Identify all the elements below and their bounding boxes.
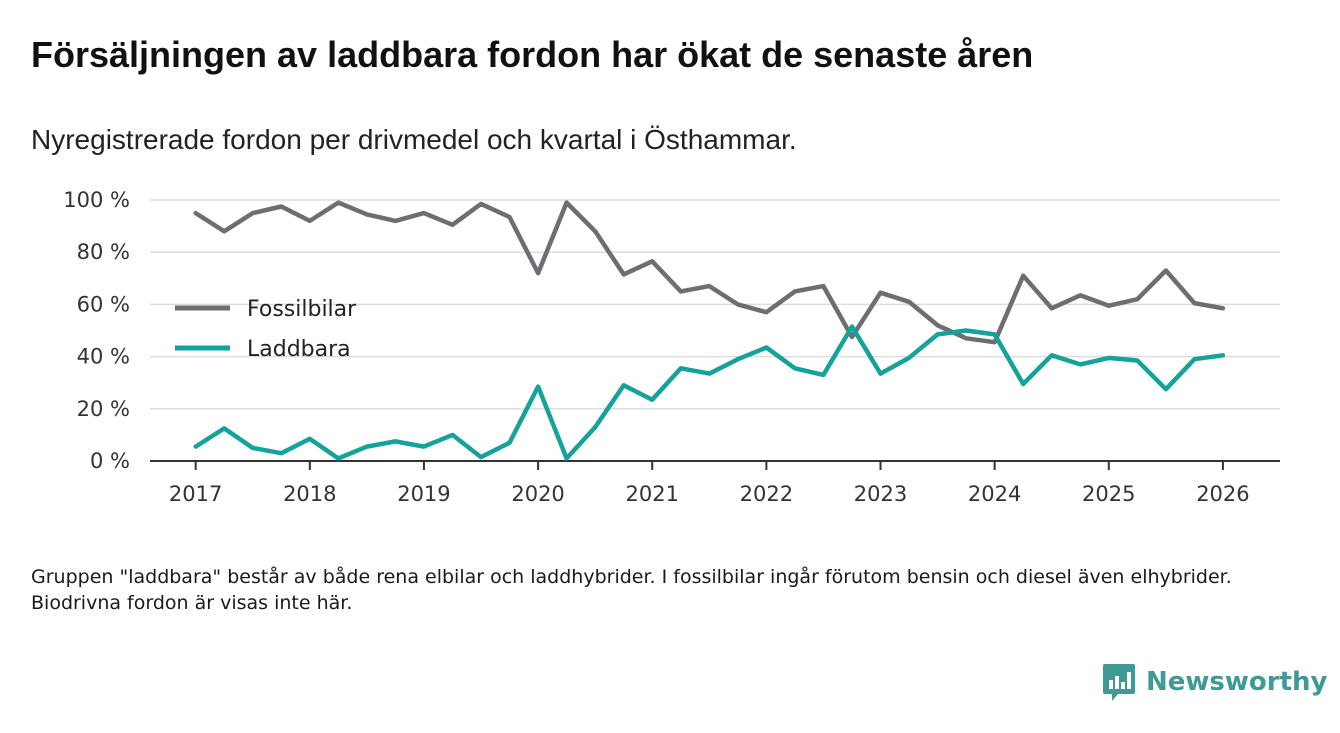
y-tick-label: 100 % xyxy=(63,188,130,212)
series-line-fossilbilar xyxy=(193,200,1226,345)
y-tick-label: 60 % xyxy=(77,292,130,316)
brand-logo: Newsworthy xyxy=(1102,662,1327,702)
x-tick-label: 2026 xyxy=(1196,482,1249,506)
y-tick-label: 0 % xyxy=(90,449,130,473)
y-tick-label: 80 % xyxy=(77,240,130,264)
legend-label-laddbara: Laddbara xyxy=(247,337,351,362)
x-tick-label: 2020 xyxy=(511,482,564,506)
footnote: Gruppen "laddbara" består av både rena e… xyxy=(31,566,1232,614)
bar-chart-logo-icon xyxy=(1103,664,1135,701)
x-axis-ticks: 2017 2018 2019 2020 2021 2022 2023 2024 2025 2026 xyxy=(169,461,1250,506)
series-lines xyxy=(193,200,1226,461)
legend-label-fossilbilar: Fossilbilar xyxy=(247,297,357,322)
series-line-laddbara xyxy=(193,324,1226,461)
x-tick-label: 2019 xyxy=(397,482,450,506)
chart-title: Försäljningen av laddbara fordon har öka… xyxy=(31,34,1034,75)
x-tick-label: 2024 xyxy=(968,482,1021,506)
x-tick-label: 2018 xyxy=(283,482,336,506)
x-tick-label: 2022 xyxy=(740,482,793,506)
grid-lines xyxy=(150,199,1280,410)
y-tick-label: 40 % xyxy=(77,345,130,369)
brand-name: Newsworthy xyxy=(1146,667,1328,697)
x-tick-label: 2025 xyxy=(1082,482,1135,506)
y-tick-label: 20 % xyxy=(77,397,130,421)
x-tick-label: 2023 xyxy=(854,482,907,506)
chart-subtitle: Nyregistrerade fordon per drivmedel och … xyxy=(31,124,797,155)
x-tick-label: 2017 xyxy=(169,482,222,506)
x-tick-label: 2021 xyxy=(625,482,678,506)
legend: Fossilbilar Laddbara xyxy=(175,297,357,362)
y-axis-ticks: 0 % 20 % 40 % 60 % 80 % 100 % xyxy=(63,188,130,473)
